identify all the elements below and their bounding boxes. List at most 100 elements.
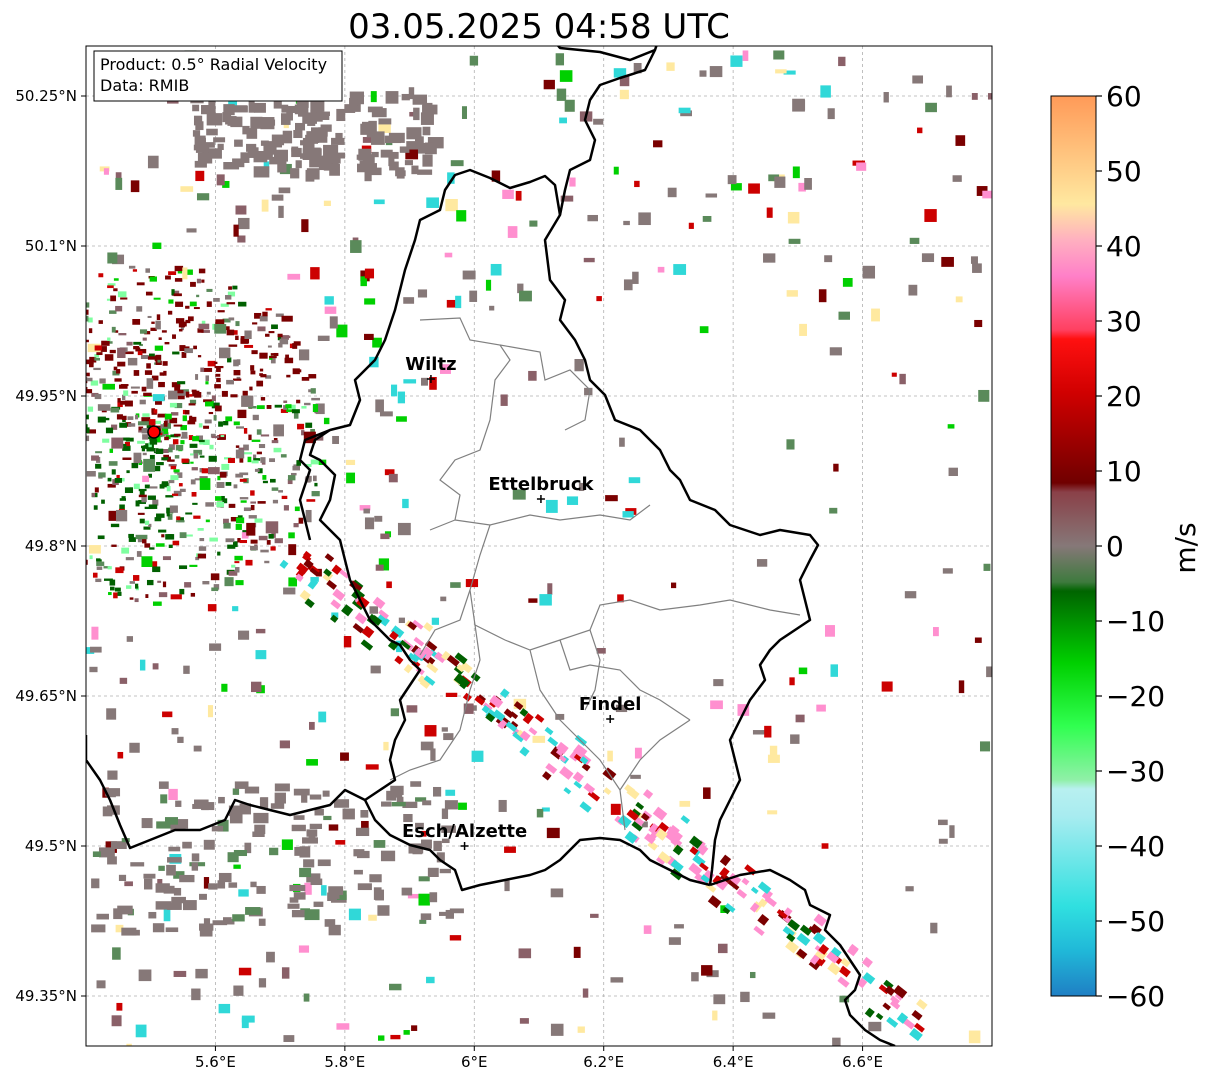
echo-cell (278, 187, 291, 194)
echo-cell (875, 1012, 884, 1021)
echo-cell (323, 200, 331, 206)
echo-cell (174, 402, 183, 409)
echo-cell (267, 345, 272, 348)
colorbar-tick-label: 0 (1106, 530, 1124, 563)
echo-cell (138, 426, 144, 433)
echo-cell (142, 413, 150, 417)
echo-cell (91, 626, 99, 640)
echo-cell (152, 923, 165, 933)
echo-cell (701, 965, 713, 976)
echo-cell (315, 403, 325, 415)
echo-cell (156, 821, 172, 829)
echo-cell (165, 927, 179, 933)
echo-cell (429, 892, 438, 903)
echo-cell (254, 312, 262, 319)
echo-cell (30, 408, 33, 410)
echo-cell (222, 180, 230, 188)
echo-cell (293, 523, 299, 528)
echo-cell (446, 299, 456, 308)
echo-cell (607, 750, 613, 762)
echo-cell (31, 429, 38, 433)
echo-cell (605, 495, 618, 502)
echo-cell (390, 1034, 401, 1040)
x-tick-label: 6.2°E (583, 1053, 624, 1071)
echo-cell (197, 355, 202, 358)
canton-border-1 (419, 317, 511, 531)
echo-cell (555, 713, 565, 720)
echo-cell (445, 692, 458, 697)
echo-cell (271, 440, 279, 444)
echo-cell (408, 843, 424, 854)
echo-cell (86, 435, 90, 442)
echo-cell (138, 494, 147, 498)
echo-cell (233, 224, 239, 237)
echo-cell (171, 382, 181, 388)
echo-cell (911, 1009, 923, 1021)
echo-cell (285, 354, 289, 361)
echo-cell (375, 564, 384, 571)
echo-cell (265, 333, 270, 337)
national-borders (86, 46, 896, 1046)
echo-cell (226, 302, 236, 305)
echo-cell (148, 561, 158, 567)
echo-cell (309, 151, 318, 164)
echo-cell (277, 161, 287, 173)
echo-cell (596, 296, 602, 302)
echo-cell (635, 801, 645, 811)
echo-cell (197, 328, 204, 333)
echo-cell (305, 422, 313, 428)
echo-cell (128, 265, 136, 269)
echo-cell (239, 478, 247, 482)
echo-cell (109, 310, 117, 314)
echo-cell (271, 194, 284, 201)
echo-cell (161, 457, 169, 461)
echo-cell (139, 518, 145, 524)
echo-cell (228, 570, 238, 576)
echo-cell (201, 320, 206, 325)
echo-cell (129, 742, 140, 753)
echo-cell (871, 308, 880, 322)
echo-cell (273, 98, 282, 109)
echo-cell (190, 461, 194, 464)
echo-cell (223, 421, 229, 426)
echo-cell (141, 428, 153, 434)
echo-cell (259, 368, 264, 372)
echo-cell (411, 644, 421, 655)
echo-cell (914, 1022, 925, 1033)
echo-cell (141, 497, 147, 503)
echo-cell (412, 619, 424, 630)
echo-cell (151, 408, 156, 413)
echo-cell (147, 315, 152, 318)
echo-cell (278, 342, 283, 348)
echo-cell (427, 867, 439, 877)
echo-cell (50, 463, 59, 469)
echo-cell (227, 852, 239, 863)
echo-cell (462, 692, 472, 702)
echo-cell (332, 588, 346, 602)
echo-cell (556, 741, 569, 755)
echo-cell (260, 374, 267, 378)
echo-cell (92, 851, 101, 858)
echo-cell (862, 265, 876, 279)
echo-cell (194, 160, 207, 168)
echo-cell (179, 588, 185, 595)
echo-cell (110, 586, 115, 591)
echo-cell (254, 468, 260, 472)
echo-cell (986, 666, 992, 678)
echo-cell (825, 625, 835, 637)
echo-cell (331, 564, 342, 575)
echo-cell (5, 450, 10, 456)
echo-cell (135, 500, 140, 507)
echo-cell (196, 278, 201, 284)
echo-cell (295, 160, 302, 169)
echo-cell (86, 559, 88, 565)
echo-cell (202, 581, 210, 585)
echo-cell (173, 293, 182, 297)
echo-cell (192, 436, 200, 442)
echo-cell (243, 452, 253, 455)
echo-cell (107, 337, 111, 342)
echo-cell (116, 414, 123, 420)
echo-cell (141, 446, 146, 452)
echo-cell (787, 919, 801, 932)
